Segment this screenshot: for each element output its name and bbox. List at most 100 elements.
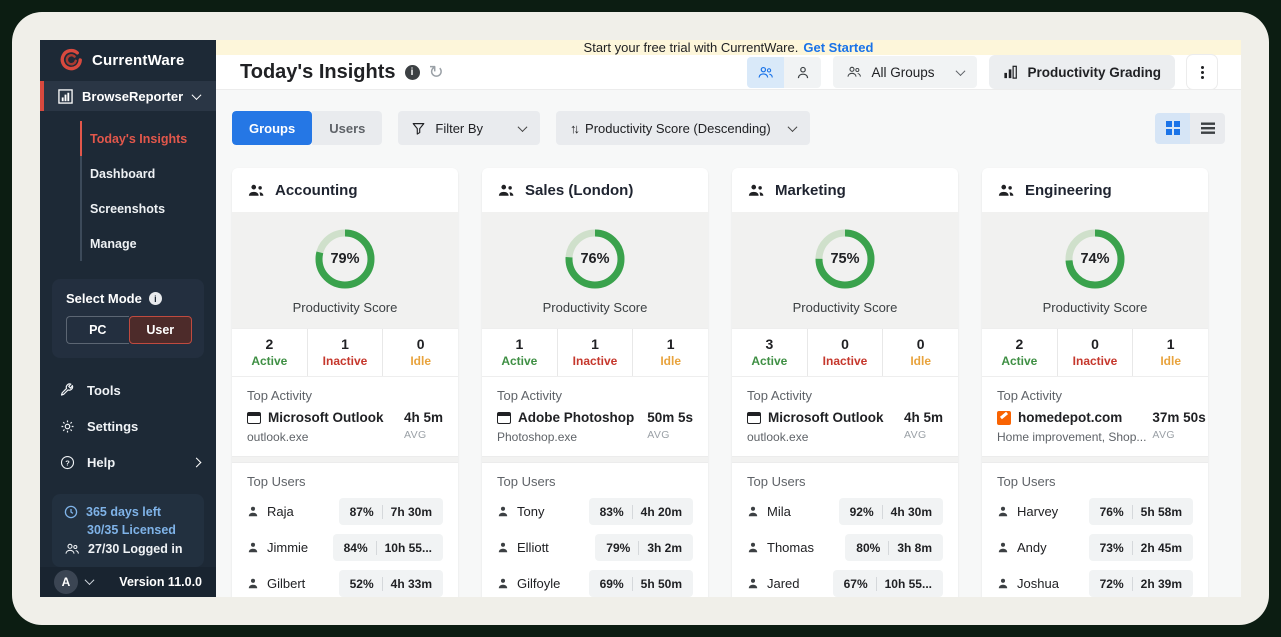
activity-time: 4h 5m	[404, 410, 443, 425]
top-users-section: Top Users Tony 83% 4h 20m Elliott 79% 3h…	[482, 463, 708, 597]
person-icon	[997, 505, 1009, 518]
user-stats-pill: 84% 10h 55...	[333, 534, 443, 561]
all-groups-dropdown[interactable]: All Groups	[833, 56, 977, 88]
mode-pc-button[interactable]: PC	[66, 316, 129, 344]
group-card-header[interactable]: Marketing	[732, 168, 958, 212]
user-stats-pill: 83% 4h 20m	[589, 498, 693, 525]
score-value: 74%	[1063, 227, 1127, 291]
tab-groups[interactable]: Groups	[232, 111, 312, 145]
user-stats-pill: 73% 2h 45m	[1089, 534, 1193, 561]
page-title: Today's Insights	[240, 61, 396, 84]
refresh-icon[interactable]: ↻	[429, 63, 444, 81]
group-card-header[interactable]: Sales (London)	[482, 168, 708, 212]
days-left-text: 365 days left	[86, 503, 161, 521]
chevron-down-icon	[518, 122, 528, 132]
top-user-row[interactable]: Tony 83% 4h 20m	[497, 498, 693, 525]
brand-name: CurrentWare	[92, 52, 185, 69]
activity-name: Microsoft Outlook	[268, 410, 384, 425]
kebab-icon	[1201, 71, 1204, 74]
user-name: Gilbert	[267, 576, 305, 591]
user-stats-pill: 67% 10h 55...	[833, 570, 943, 597]
user-productivity-pct: 73%	[1089, 541, 1132, 555]
avatar[interactable]: A	[54, 570, 78, 594]
gear-icon	[60, 419, 75, 434]
stat-active: 3 Active	[732, 329, 808, 376]
grid-view-button[interactable]	[1155, 113, 1190, 144]
chevron-down-icon[interactable]	[85, 575, 95, 585]
stat-active: 2 Active	[232, 329, 308, 376]
tab-users[interactable]: Users	[312, 111, 382, 145]
user-name: Tony	[517, 504, 544, 519]
top-user-row[interactable]: Thomas 80% 3h 8m	[747, 534, 943, 561]
top-user-row[interactable]: Raja 87% 7h 30m	[247, 498, 443, 525]
list-view-button[interactable]	[1190, 113, 1225, 144]
user-active-time: 3h 2m	[639, 541, 693, 555]
get-started-link[interactable]: Get Started	[803, 40, 873, 55]
info-icon[interactable]: i	[405, 65, 420, 80]
funnel-icon	[412, 122, 425, 135]
score-section: 75% Productivity Score	[732, 212, 958, 328]
user-name: Raja	[267, 504, 294, 519]
sidebar-item-help[interactable]: ? Help	[40, 444, 216, 480]
top-user-row[interactable]: Andy 73% 2h 45m	[997, 534, 1193, 561]
users-icon	[757, 65, 774, 80]
layout-view-toggle	[1155, 113, 1225, 144]
top-user-row[interactable]: Harvey 76% 5h 58m	[997, 498, 1193, 525]
top-user-row[interactable]: Jimmie 84% 10h 55...	[247, 534, 443, 561]
productivity-grading-button[interactable]: Productivity Grading	[989, 55, 1175, 89]
top-user-row[interactable]: Gilfoyle 69% 5h 50m	[497, 570, 693, 597]
mode-user-button[interactable]: User	[129, 316, 193, 344]
user-name: Gilfoyle	[517, 576, 560, 591]
app-window-icon	[247, 412, 261, 424]
stat-idle: 1 Idle	[633, 329, 708, 376]
top-user-row[interactable]: Mila 92% 4h 30m	[747, 498, 943, 525]
top-user-row[interactable]: Elliott 79% 3h 2m	[497, 534, 693, 561]
stat-idle: 1 Idle	[1133, 329, 1208, 376]
user-stats-pill: 79% 3h 2m	[595, 534, 693, 561]
person-icon	[747, 505, 759, 518]
activity-detail: Photoshop.exe	[497, 430, 634, 444]
group-card-header[interactable]: Engineering	[982, 168, 1208, 212]
licensed-text: 30/35 Licensed	[64, 521, 192, 539]
user-stats-pill: 69% 5h 50m	[589, 570, 693, 597]
group-name: Engineering	[1025, 182, 1112, 199]
page-header: Today's Insights i ↻ All Groups	[216, 55, 1241, 90]
sidebar-item-manage[interactable]: Manage	[40, 226, 216, 261]
groups-view-button[interactable]	[747, 57, 784, 88]
user-active-time: 4h 30m	[883, 505, 943, 519]
top-user-row[interactable]: Jared 67% 10h 55...	[747, 570, 943, 597]
more-options-button[interactable]	[1187, 55, 1217, 89]
top-user-row[interactable]: Gilbert 52% 4h 33m	[247, 570, 443, 597]
group-card: Accounting 79% Productivity Score 2 Acti…	[232, 168, 458, 597]
sidebar-item-browsereporter[interactable]: BrowseReporter	[40, 81, 216, 111]
user-productivity-pct: 87%	[339, 505, 382, 519]
person-icon	[247, 505, 259, 518]
user-stats-pill: 72% 2h 39m	[1089, 570, 1193, 597]
app-window: CurrentWare BrowseReporter Today's Insig…	[40, 40, 1241, 597]
group-icon	[497, 183, 515, 198]
top-user-row[interactable]: Joshua 72% 2h 39m	[997, 570, 1193, 597]
top-activity-section: Top Activity homedepot.com Home improvem…	[982, 376, 1208, 456]
sort-dropdown[interactable]: ↑↓ Productivity Score (Descending)	[556, 111, 810, 145]
info-icon[interactable]: i	[149, 292, 162, 305]
top-activity-label: Top Activity	[247, 388, 443, 403]
sidebar-subnav: Today's Insights Dashboard Screenshots M…	[40, 111, 216, 273]
sidebar-item-screenshots[interactable]: Screenshots	[40, 191, 216, 226]
sidebar-item-todays-insights[interactable]: Today's Insights	[40, 121, 216, 156]
person-icon	[747, 541, 759, 554]
activity-avg-label: AVG	[404, 429, 443, 441]
user-name: Mila	[767, 504, 791, 519]
user-productivity-pct: 84%	[333, 541, 376, 555]
activity-name: Adobe Photoshop	[518, 410, 634, 425]
group-card-header[interactable]: Accounting	[232, 168, 458, 212]
group-card: Engineering 74% Productivity Score 2 Act…	[982, 168, 1208, 597]
sidebar-item-settings[interactable]: Settings	[40, 408, 216, 444]
users-view-button[interactable]	[784, 57, 821, 88]
sort-arrows-icon: ↑↓	[570, 121, 577, 136]
cards-row: Accounting 79% Productivity Score 2 Acti…	[232, 168, 1225, 597]
filter-by-dropdown[interactable]: Filter By	[398, 111, 540, 145]
sidebar-item-dashboard[interactable]: Dashboard	[40, 156, 216, 191]
sidebar-item-tools[interactable]: Tools	[40, 372, 216, 408]
version-text: Version 11.0.0	[119, 575, 202, 589]
top-users-list: Harvey 76% 5h 58m Andy 73% 2h 45m Joshua…	[997, 498, 1193, 597]
